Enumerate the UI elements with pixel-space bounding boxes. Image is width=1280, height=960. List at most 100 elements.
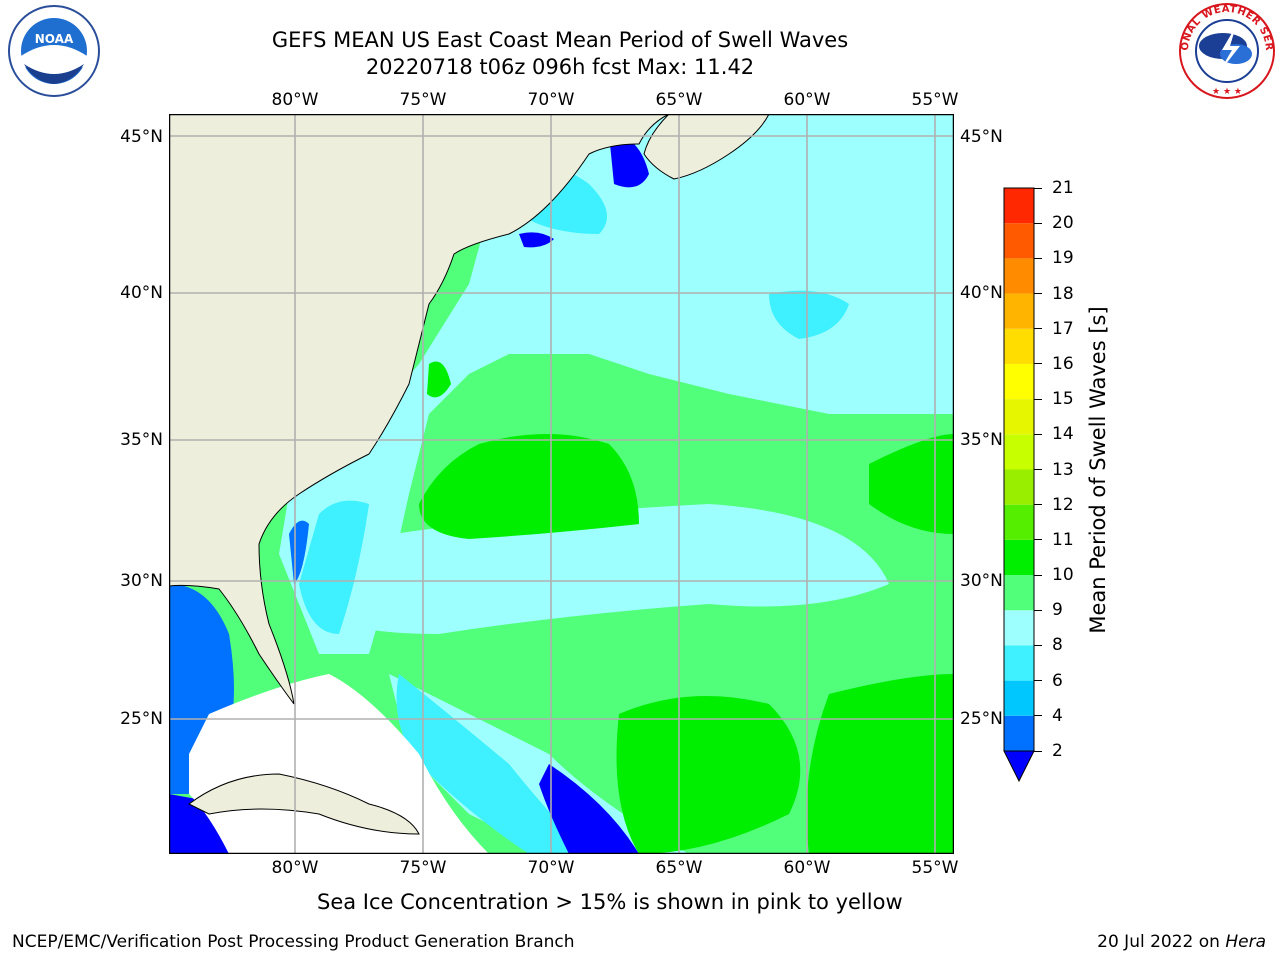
lat-label-left: 30°N (120, 571, 163, 591)
zone-10-11-nc (427, 361, 451, 398)
lat-label-right: 25°N (960, 709, 1003, 729)
colorbar-tick (1034, 715, 1042, 717)
colorbar-tick (1034, 222, 1042, 224)
colorbar-tick-label: 10 (1052, 565, 1074, 586)
lat-label-left: 25°N (120, 709, 163, 729)
lon-label-top: 75°W (399, 90, 447, 110)
lon-label-bottom: 70°W (527, 858, 575, 878)
colorbar-tick (1034, 469, 1042, 470)
colorbar-tick-label: 15 (1052, 389, 1074, 410)
zone-8-9-north (279, 114, 954, 654)
colorbar-segment (1004, 293, 1034, 329)
lon-label-top: 65°W (655, 90, 703, 110)
colorbar-segment (1004, 680, 1034, 716)
footer-date: 20 Jul 2022 on (1097, 932, 1226, 952)
zone-under-long-island (519, 232, 554, 248)
colorbar-tick-label: 14 (1052, 424, 1074, 445)
zone-2-4-georgia (289, 520, 309, 584)
lon-label-top: 60°W (783, 90, 831, 110)
colorbar-tick-label: 9 (1052, 600, 1063, 621)
colorbar-segment (1004, 399, 1034, 435)
colorbar-tick (1034, 293, 1042, 295)
colorbar-tick (1034, 398, 1042, 400)
lon-label-bottom: 80°W (271, 858, 319, 878)
colorbar-tick (1034, 257, 1042, 259)
zone-10-11-far-southeast (806, 674, 954, 854)
noaa-logo-text: NOAA (35, 32, 74, 46)
lon-label-bottom: 60°W (783, 858, 831, 878)
colorbar-tick (1034, 363, 1042, 365)
lon-label-bottom: 75°W (399, 858, 447, 878)
zone-under-bay-of-fundy (609, 134, 649, 188)
colorbar-tick-label: 17 (1052, 318, 1074, 339)
lon-label-top: 70°W (527, 90, 575, 110)
nova-scotia-land (643, 114, 770, 180)
colorbar-segment (1004, 434, 1034, 470)
nws-logo: NATIONAL WEATHER SERVICE ★ ★ ★ (1172, 0, 1278, 100)
footer-right: 20 Jul 2022 on Hera (1097, 932, 1266, 952)
lat-label-left: 35°N (120, 430, 163, 450)
colorbar-tick (1034, 433, 1042, 435)
lat-label-left: 45°N (120, 127, 163, 147)
lon-label-top: 80°W (271, 90, 319, 110)
zone-6-8-offshore (769, 290, 849, 339)
footer-machine: Hera (1225, 932, 1266, 952)
colorbar-segment (1004, 645, 1034, 681)
lat-label-right: 45°N (960, 127, 1003, 147)
lat-label-right: 40°N (960, 283, 1003, 303)
zone-10-11-southeast (616, 696, 801, 854)
colorbar-tick-label: 16 (1052, 353, 1074, 374)
colorbar-tick-label: 11 (1052, 529, 1074, 550)
chart-subtitle: 20220718 t06z 096h fcst Max: 11.42 (365, 55, 755, 79)
lon-label-top: 55°W (911, 90, 959, 110)
colorbar-tick (1034, 539, 1042, 541)
map-frame (168, 113, 955, 855)
lon-label-bottom: 65°W (655, 858, 703, 878)
colorbar-tick (1034, 750, 1042, 752)
colorbar-tick (1034, 328, 1042, 330)
zone-10-11-east (869, 434, 954, 534)
colorbar-segment (1004, 188, 1034, 224)
colorbar-tick-label: 19 (1052, 248, 1074, 269)
colorbar-segment (1004, 469, 1034, 505)
colorbar-segment (1004, 575, 1034, 611)
colorbar-segment (1004, 504, 1034, 540)
map-svg (168, 113, 955, 855)
sea-ice-note: Sea Ice Concentration > 15% is shown in … (317, 890, 903, 914)
colorbar-tick (1034, 680, 1042, 682)
colorbar-segment (1004, 715, 1034, 751)
colorbar-tick-label: 20 (1052, 213, 1074, 234)
colorbar (1000, 186, 1040, 786)
svg-text:★ ★ ★: ★ ★ ★ (1212, 87, 1242, 97)
colorbar-segment (1004, 328, 1034, 364)
colorbar-tick (1034, 574, 1042, 576)
map-grid (169, 114, 954, 854)
colorbar-tick-label: 4 (1052, 705, 1063, 726)
chart-title: GEFS MEAN US East Coast Mean Period of S… (271, 28, 849, 52)
zone-6-8-florida-coast (299, 500, 369, 634)
lon-label-bottom: 55°W (911, 858, 959, 878)
colorbar-under-arrow (1003, 750, 1035, 783)
colorbar-tick-label: 12 (1052, 494, 1074, 515)
lat-label-right: 30°N (960, 571, 1003, 591)
colorbar-tick-label: 6 (1052, 670, 1063, 691)
colorbar-tick-label: 8 (1052, 635, 1063, 656)
colorbar-segment (1004, 610, 1034, 646)
north-america-land (169, 114, 670, 705)
colorbar-tick-label: 2 (1052, 741, 1063, 761)
colorbar-tick-label: 21 (1052, 178, 1074, 198)
colorbar-segment (1004, 258, 1034, 294)
colorbar-tick-label: 13 (1052, 459, 1074, 480)
zone-10-11-center (419, 434, 639, 539)
map-panel (168, 113, 955, 855)
lat-label-right: 35°N (960, 430, 1003, 450)
zone-under-hispaniola (539, 764, 639, 854)
colorbar-segment (1004, 363, 1034, 400)
colorbar-tick (1034, 187, 1042, 189)
colorbar-tick (1034, 644, 1042, 646)
colorbar-segment (1004, 223, 1034, 259)
colorbar-tick (1034, 504, 1042, 506)
footer-left: NCEP/EMC/Verification Post Processing Pr… (12, 932, 575, 952)
colorbar-tick-label: 18 (1052, 283, 1074, 304)
noaa-logo: NOAA (4, 4, 104, 98)
